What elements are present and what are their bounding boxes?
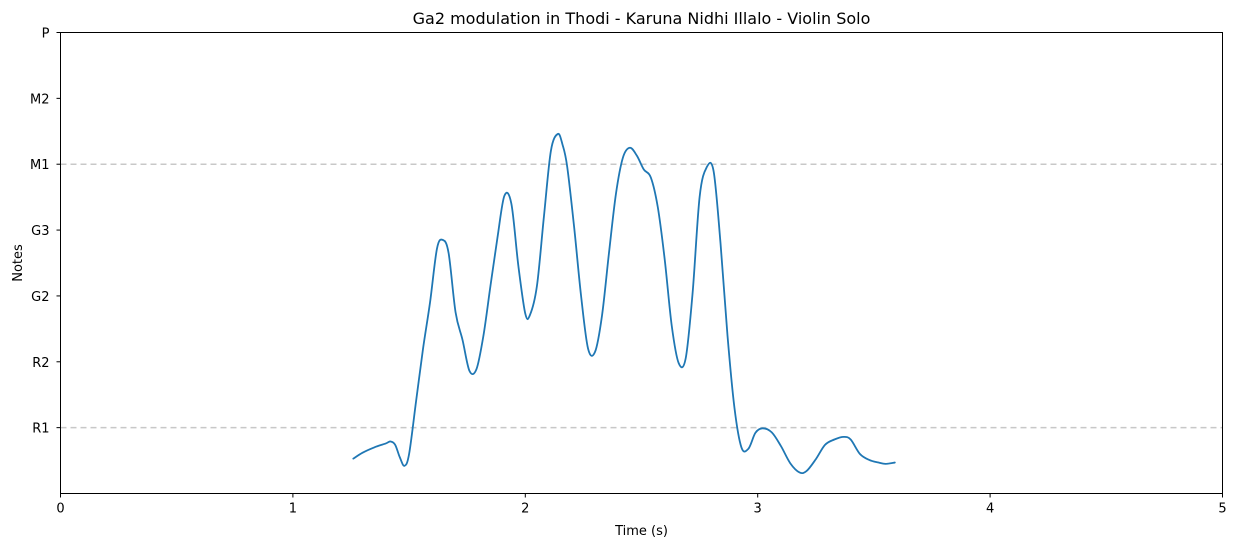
x-tick-label: 3 (754, 502, 762, 517)
y-tick-label: G2 (31, 290, 49, 305)
y-tick-label: M2 (30, 92, 50, 107)
y-tick-label: G3 (31, 224, 49, 239)
x-tick-label: 2 (521, 502, 529, 517)
y-axis-ticks: R1 R2 G2 G3 M1 M2 P (30, 27, 61, 437)
x-tick-label: 0 (56, 502, 64, 517)
y-tick-label: R1 (32, 422, 49, 437)
y-tick-label: R2 (32, 356, 49, 371)
plot-frame (60, 32, 1223, 494)
x-axis-ticks: 0 1 2 3 4 5 (56, 493, 1227, 517)
x-tick-label: 4 (986, 502, 994, 517)
chart-title: Ga2 modulation in Thodi - Karuna Nidhi I… (413, 9, 871, 28)
x-tick-label: 5 (1218, 502, 1226, 517)
y-tick-label: P (42, 27, 50, 42)
x-tick-label: 1 (289, 502, 297, 517)
series-line-0 (352, 132, 896, 475)
reference-lines (60, 163, 1223, 429)
y-tick-label: M1 (30, 158, 50, 173)
series-layer (352, 132, 896, 475)
x-axis-label: Time (s) (614, 524, 668, 539)
y-axis-label: Notes (11, 244, 26, 282)
